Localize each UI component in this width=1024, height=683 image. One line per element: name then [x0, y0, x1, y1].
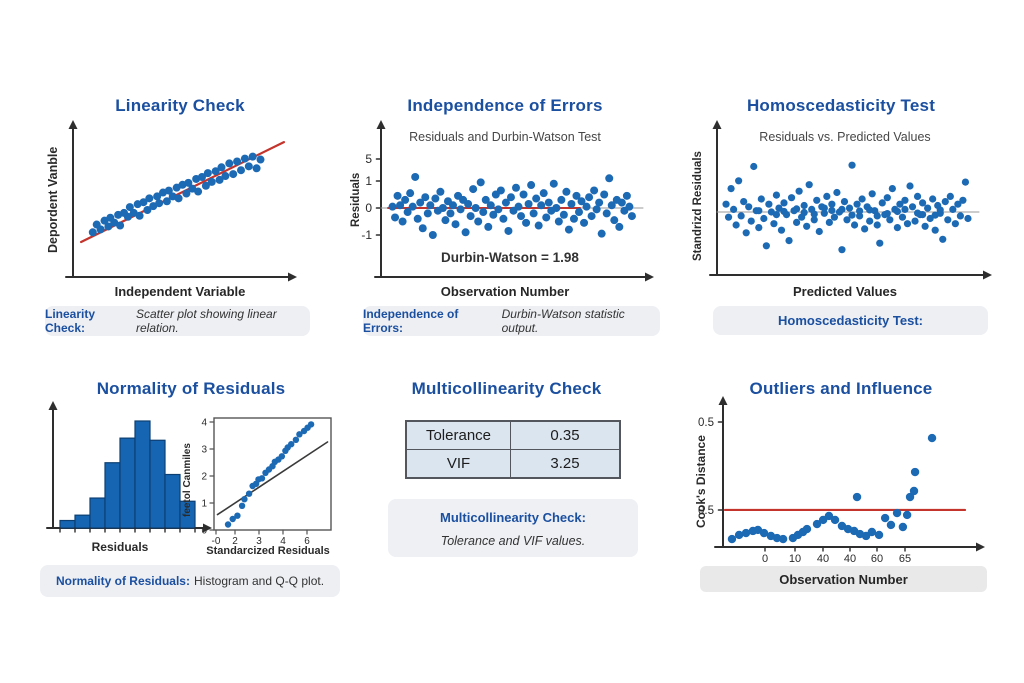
- homoscedasticity-subtitle: Residuals vs. Predicted Values: [759, 130, 931, 144]
- qq-x-axis-label: Standarcized Residuals: [206, 545, 330, 557]
- homoscedasticity-caption-bold: Homoscedasticity Test:: [778, 313, 923, 328]
- independence-title: Independence of Errors: [407, 96, 603, 115]
- independence-caption: Independence of Errors: Durbin-Watson st…: [363, 306, 660, 336]
- homoscedasticity-caption: Homoscedasticity Test:: [713, 306, 988, 335]
- normality-caption: Normality of Residuals: Histogram and Q-…: [40, 565, 340, 597]
- svg-text:10: 10: [789, 553, 801, 565]
- svg-text:0.5: 0.5: [698, 505, 714, 517]
- linearity-caption-text: Scatter plot showing linear relation.: [135, 307, 277, 335]
- svg-text:0: 0: [762, 553, 768, 565]
- multicollinearity-title: Multicollinearity Check: [411, 379, 602, 398]
- linearity-title: Linearity Check: [115, 96, 245, 115]
- multicollinearity-caption: Multicollinearity Check: Tolerance and V…: [388, 499, 638, 557]
- svg-text:65: 65: [899, 553, 911, 565]
- independence-caption-text: Durbin-Watson statistic output.: [501, 307, 625, 335]
- outliers-title: Outliers and Influence: [749, 379, 933, 398]
- svg-text:3: 3: [201, 445, 207, 456]
- linearity-caption: Linearity Check: Scatter plot showing li…: [45, 306, 310, 336]
- normality-caption-bold: Normality of Residuals:: [55, 574, 190, 588]
- multicollinearity-table: Tolerance 0.35 VIF 3.25: [405, 420, 621, 479]
- svg-text:2: 2: [201, 472, 207, 483]
- svg-text:6: 6: [304, 536, 310, 547]
- histogram-x-axis-label: Residuals: [91, 540, 149, 554]
- independence-caption-bold: Independence of Errors:: [363, 307, 459, 335]
- svg-text:5: 5: [365, 152, 372, 166]
- svg-text:2: 2: [232, 536, 238, 547]
- homoscedasticity-scatter-plot: [709, 120, 992, 280]
- multicollinearity-caption-text: Tolerance and VIF values.: [440, 534, 586, 548]
- homoscedasticity-x-axis-label: Predicted Values: [792, 284, 898, 299]
- qq-plot: 4 3 2 1 0 -0 2 3 4 6: [201, 417, 332, 547]
- svg-text:0: 0: [201, 526, 207, 537]
- svg-text:4: 4: [280, 536, 286, 547]
- independence-subtitle: Residuals and Durbin-Watson Test: [409, 130, 601, 144]
- linearity-caption-bold: Linearity Check:: [45, 307, 96, 335]
- table-cell-tolerance-label: Tolerance: [407, 422, 510, 449]
- normality-title: Normality of Residuals: [96, 379, 286, 398]
- svg-text:-0: -0: [212, 536, 221, 547]
- residuals-histogram: [46, 401, 212, 533]
- svg-text:40: 40: [844, 553, 856, 565]
- cooks-distance-plot: 0.5 0.5 0 10 40 40 60 65: [698, 396, 985, 565]
- durbin-watson-annotation: Durbin-Watson = 1.98: [441, 250, 579, 265]
- outliers-x-axis-label: Observation Number: [700, 566, 987, 592]
- svg-text:-1: -1: [361, 228, 372, 242]
- linearity-scatter-plot: [65, 120, 297, 282]
- multicollinearity-caption-bold: Multicollinearity Check:: [440, 510, 586, 525]
- svg-text:1: 1: [201, 499, 207, 510]
- table-cell-vif-value: 3.25: [511, 450, 619, 477]
- independence-x-axis-label: Observation Number: [440, 284, 570, 299]
- svg-text:0: 0: [365, 201, 372, 215]
- table-cell-vif-label: VIF: [407, 450, 510, 477]
- svg-text:1: 1: [365, 174, 372, 188]
- table-cell-tolerance-value: 0.35: [511, 422, 619, 449]
- linearity-x-axis-label: Independent Variable: [114, 284, 246, 299]
- svg-text:40: 40: [817, 553, 829, 565]
- homoscedasticity-title: Homoscedasticity Test: [746, 96, 936, 115]
- svg-text:4: 4: [201, 418, 207, 429]
- svg-text:3: 3: [256, 536, 262, 547]
- svg-text:0.5: 0.5: [698, 417, 714, 429]
- svg-text:60: 60: [871, 553, 883, 565]
- normality-caption-text: Histogram and Q-Q plot.: [193, 574, 325, 588]
- independence-scatter-plot: 5 1 0 -1: [361, 120, 654, 282]
